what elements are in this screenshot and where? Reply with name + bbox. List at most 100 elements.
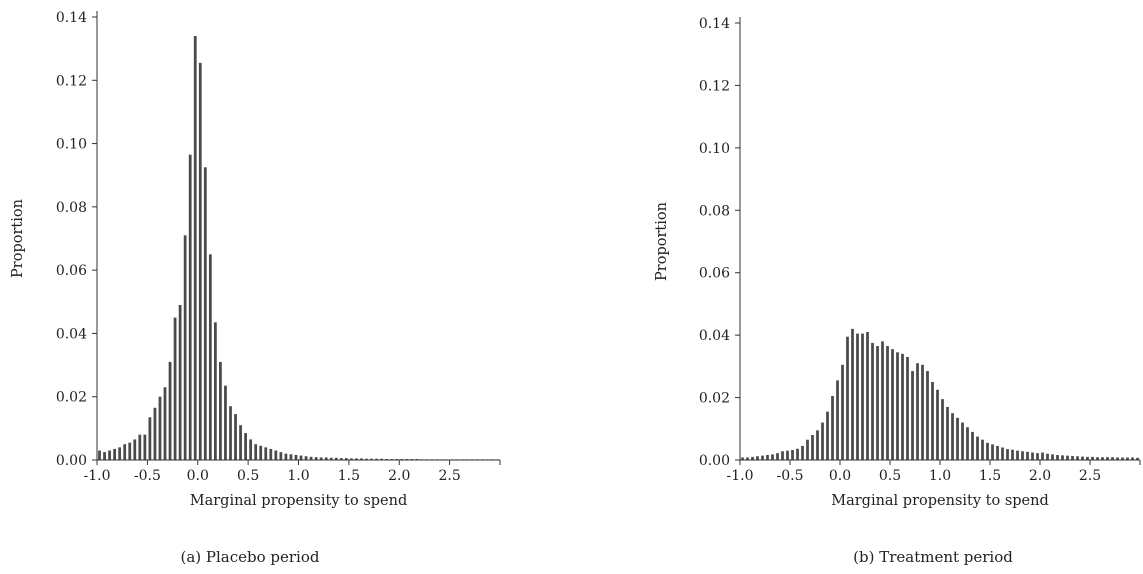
bar xyxy=(214,322,217,460)
bar xyxy=(786,450,789,460)
bar xyxy=(811,435,814,460)
bar xyxy=(289,454,293,460)
bar xyxy=(1111,457,1114,460)
bar xyxy=(314,457,318,460)
x-tick-label: 1.5 xyxy=(338,468,360,484)
caption-treatment: (b) Treatment period xyxy=(853,548,1013,566)
bar xyxy=(846,336,849,460)
bar xyxy=(193,35,197,461)
bar xyxy=(319,457,323,460)
bar xyxy=(299,455,303,460)
bar xyxy=(1101,457,1104,460)
bar xyxy=(916,363,919,460)
bar xyxy=(876,346,879,460)
bar xyxy=(841,364,844,460)
x-tick-label: 1.5 xyxy=(979,468,1001,484)
bar xyxy=(851,328,854,460)
bar xyxy=(821,422,824,460)
x-tick-label: 0.5 xyxy=(879,468,901,484)
bar xyxy=(365,458,368,460)
bar xyxy=(249,439,253,460)
bar xyxy=(906,356,909,460)
bar xyxy=(926,371,929,460)
histogram-placebo: 0.00 0.02 0.04 0.06 0.08 0.10 0.12 0.14 -1.0 -0.5… xyxy=(10,10,501,509)
bar xyxy=(259,445,263,460)
bar xyxy=(1016,450,1019,460)
bar xyxy=(791,450,794,460)
bar xyxy=(1071,455,1074,460)
x-tick-label: 2.5 xyxy=(438,468,460,484)
bar xyxy=(1006,449,1009,460)
bar xyxy=(208,254,212,460)
bar xyxy=(991,444,994,460)
histogram-treatment: 0.00 0.02 0.04 0.06 0.08 0.10 0.12 0.14 -1.0 -0.5… xyxy=(654,16,1141,509)
bar xyxy=(1066,455,1069,460)
bar xyxy=(866,332,869,460)
bar xyxy=(103,452,106,460)
bar xyxy=(148,417,152,460)
bar xyxy=(781,451,784,460)
bar xyxy=(891,349,894,460)
bar xyxy=(113,448,117,460)
bar xyxy=(1136,457,1139,460)
bar xyxy=(921,364,924,460)
bar xyxy=(239,425,242,460)
y-tick-label: 0.10 xyxy=(56,137,87,153)
x-tick-label: 0.0 xyxy=(829,468,851,484)
y-tick-label: 0.06 xyxy=(56,263,87,279)
bar xyxy=(1106,457,1109,460)
x-tick-label: 2.5 xyxy=(1079,468,1101,484)
bar xyxy=(976,436,979,460)
bar xyxy=(360,458,363,460)
bar xyxy=(1131,457,1134,460)
bar xyxy=(911,371,914,460)
bar xyxy=(946,406,949,460)
bar xyxy=(183,235,187,460)
bar xyxy=(153,407,157,460)
bar xyxy=(1081,456,1084,460)
bar xyxy=(776,453,779,460)
bar xyxy=(324,457,328,460)
bar xyxy=(1126,457,1129,460)
bar xyxy=(956,417,959,460)
bar xyxy=(344,458,348,460)
bar xyxy=(254,444,258,460)
bar xyxy=(269,448,273,460)
bar xyxy=(1041,452,1044,460)
bar xyxy=(168,361,172,460)
bar xyxy=(966,427,969,460)
y-tick-label: 0.02 xyxy=(699,391,730,407)
bar xyxy=(380,458,383,460)
bar xyxy=(1096,457,1099,460)
bar xyxy=(996,445,999,460)
bar xyxy=(961,422,964,460)
y-tick-label: 0.14 xyxy=(699,16,730,32)
y-axis-title: Proportion xyxy=(10,199,26,278)
bar xyxy=(881,341,884,460)
bar xyxy=(1091,456,1094,460)
x-tick-label: 0.5 xyxy=(237,468,259,484)
bar xyxy=(761,455,764,460)
bar xyxy=(355,458,358,460)
bar xyxy=(370,458,373,460)
bar xyxy=(1086,456,1089,460)
bar xyxy=(98,450,101,460)
bar xyxy=(796,448,799,460)
bar xyxy=(188,154,192,460)
bar xyxy=(118,447,122,460)
x-tick-label: 2.0 xyxy=(1029,468,1051,484)
bar xyxy=(279,452,283,460)
bar xyxy=(901,353,904,460)
bar xyxy=(861,333,864,460)
y-tick-label: 0.00 xyxy=(56,453,87,469)
bar xyxy=(143,434,147,460)
y-tick-label: 0.02 xyxy=(56,390,87,406)
bar xyxy=(229,406,232,460)
bar xyxy=(1046,453,1049,460)
x-tick-label: 0.0 xyxy=(187,468,209,484)
bar xyxy=(1076,456,1079,460)
bar xyxy=(178,304,182,460)
bar xyxy=(971,431,974,460)
bar xyxy=(173,317,177,460)
bar xyxy=(234,414,237,460)
